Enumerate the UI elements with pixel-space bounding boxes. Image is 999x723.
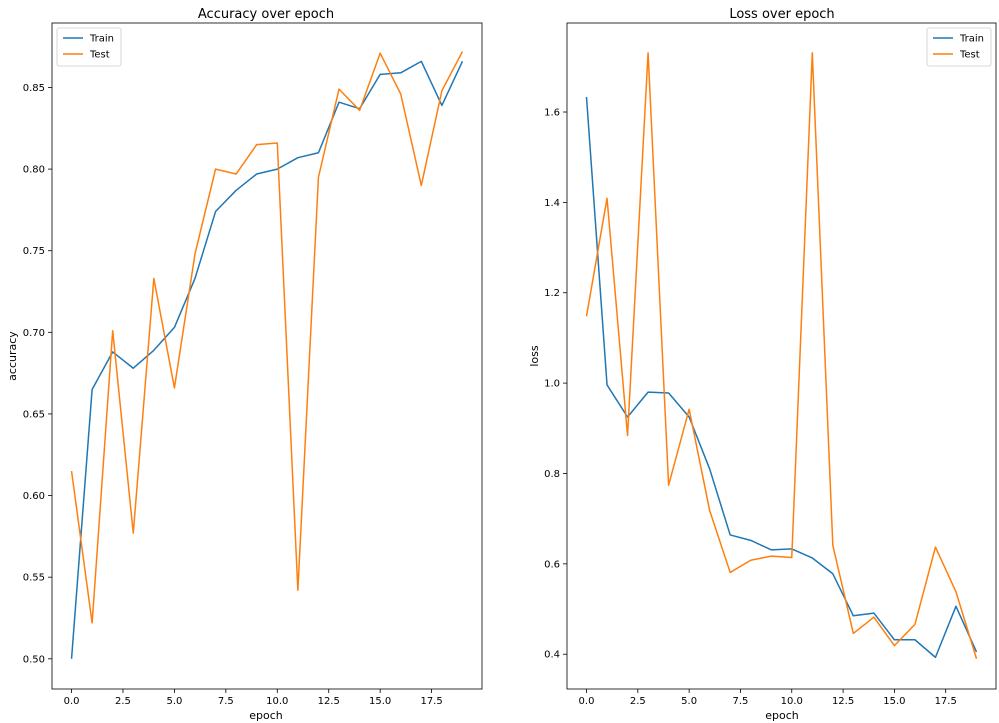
loss-y-tick-label: 1.0 — [544, 379, 560, 390]
loss-axes-frame — [566, 22, 997, 690]
accuracy-x-tick-label: 15.0 — [369, 696, 391, 707]
accuracy-y-axis-label: accuracy — [6, 331, 19, 381]
loss-legend: Train Test — [926, 27, 992, 67]
loss-x-tick-label: 0.0 — [579, 696, 595, 707]
accuracy-x-tick-label: 10.0 — [266, 696, 288, 707]
loss-legend-label-train: Train — [959, 34, 984, 45]
loss-y-tick-label: 1.4 — [544, 198, 560, 209]
accuracy-y-tick-label: 0.85 — [23, 83, 45, 94]
loss-plot-area: 0.0 2.5 5.0 7.5 10.0 12.5 15.0 17.5 0.4 0.6 0.8 1.0… — [544, 22, 997, 707]
loss-x-tick-label: 2.5 — [630, 696, 646, 707]
loss-y-tick-label: 0.6 — [544, 559, 560, 570]
loss-chart-title: Loss over epoch — [729, 7, 834, 22]
accuracy-x-tick-label: 0.0 — [64, 696, 80, 707]
accuracy-x-tick-label: 2.5 — [115, 696, 131, 707]
accuracy-series-line-test — [70, 51, 464, 624]
loss-legend-label-test: Test — [959, 50, 980, 61]
accuracy-y-tick-label: 0.75 — [23, 246, 45, 257]
accuracy-x-tick-label: 17.5 — [420, 696, 442, 707]
loss-x-axis-label: epoch — [765, 709, 799, 722]
accuracy-y-tick-label: 0.70 — [23, 328, 45, 339]
loss-y-axis-label: loss — [528, 345, 541, 367]
loss-x-tick-label: 12.5 — [832, 696, 854, 707]
loss-x-tick-label: 15.0 — [883, 696, 905, 707]
accuracy-x-tick-label: 7.5 — [218, 696, 234, 707]
loss-series-line-train — [585, 97, 978, 659]
accuracy-x-tick-label: 12.5 — [318, 696, 340, 707]
accuracy-x-tick-label: 5.0 — [166, 696, 182, 707]
loss-chart: Loss over epoch 0.0 2.5 5.0 7.5 10.0 12.5 15.0… — [528, 7, 997, 722]
accuracy-y-tick-label: 0.80 — [23, 165, 45, 176]
loss-x-tick-label: 7.5 — [732, 696, 748, 707]
accuracy-legend-label-test: Test — [89, 50, 110, 61]
accuracy-x-axis-label: epoch — [249, 709, 283, 722]
accuracy-axes-frame — [51, 22, 483, 690]
accuracy-plot-area: 0.0 2.5 5.0 7.5 10.0 12.5 15.0 17.5 0.50 0.55 0.60… — [23, 22, 483, 707]
loss-series-line-test — [585, 52, 978, 659]
loss-y-tick-label: 0.8 — [544, 469, 560, 480]
accuracy-y-tick-label: 0.60 — [23, 491, 45, 502]
accuracy-chart-title: Accuracy over epoch — [198, 7, 334, 22]
accuracy-legend-label-train: Train — [89, 34, 114, 45]
accuracy-series-line-train — [70, 60, 464, 659]
accuracy-legend: Train Test — [56, 27, 122, 67]
accuracy-y-tick-label: 0.65 — [23, 409, 45, 420]
accuracy-chart: Accuracy over epoch 0.0 2.5 5.0 7.5 10.0 12.5… — [6, 7, 483, 722]
accuracy-y-tick-label: 0.55 — [23, 573, 45, 584]
loss-y-tick-label: 1.2 — [544, 288, 560, 299]
loss-y-tick-label: 1.6 — [544, 108, 560, 119]
loss-y-tick-label: 0.4 — [544, 650, 560, 661]
loss-x-tick-label: 17.5 — [935, 696, 957, 707]
loss-x-tick-label: 10.0 — [781, 696, 803, 707]
loss-x-tick-label: 5.0 — [681, 696, 697, 707]
accuracy-y-tick-label: 0.50 — [23, 654, 45, 665]
